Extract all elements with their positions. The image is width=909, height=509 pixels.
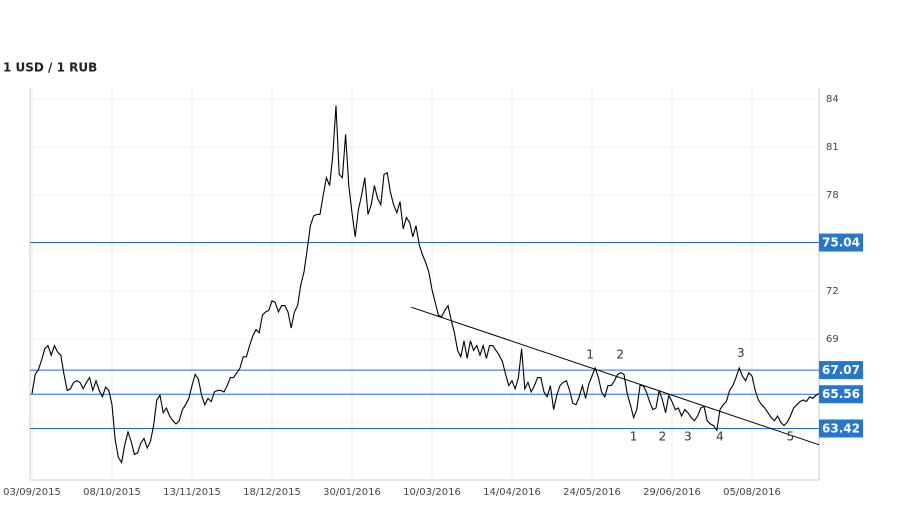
annotation: 1	[586, 348, 594, 362]
level-label: 75.04	[822, 236, 860, 250]
y-tick-label: 84	[826, 94, 839, 105]
level-label-box	[819, 233, 863, 252]
annotation: 2	[659, 429, 667, 443]
annotation: 3	[684, 429, 692, 443]
y-tick-label: 78	[826, 190, 839, 201]
x-tick-label: 03/09/2015	[3, 487, 61, 498]
y-tick-label: 72	[826, 286, 839, 297]
x-tick-label: 13/11/2015	[163, 487, 221, 498]
y-tick-label: 81	[826, 142, 839, 153]
x-tick-label: 14/04/2016	[483, 487, 541, 498]
annotation: 5	[787, 429, 795, 443]
x-tick-label: 18/12/2015	[243, 487, 301, 498]
chart-title: 1 USD / 1 RUB	[3, 61, 97, 75]
y-tick-label: 69	[826, 334, 839, 345]
level-label-box	[819, 385, 863, 404]
x-tick-label: 05/08/2016	[723, 487, 781, 498]
x-tick-label: 24/05/2016	[563, 487, 621, 498]
x-tick-label: 29/06/2016	[643, 487, 701, 498]
annotation: 3	[737, 346, 745, 360]
trend-line	[411, 306, 820, 446]
annotation: 1	[630, 429, 638, 443]
x-tick-label: 30/01/2016	[323, 487, 381, 498]
price-line	[31, 105, 820, 464]
level-label: 67.07	[822, 363, 860, 377]
level-label-box	[819, 361, 863, 380]
annotation: 2	[616, 348, 624, 362]
x-tick-label: 08/10/2015	[83, 487, 141, 498]
level-label-box	[819, 419, 863, 438]
annotation: 4	[716, 429, 724, 443]
level-label: 65.56	[822, 387, 860, 401]
x-tick-label: 10/03/2016	[403, 487, 461, 498]
level-label: 63.42	[822, 421, 860, 435]
